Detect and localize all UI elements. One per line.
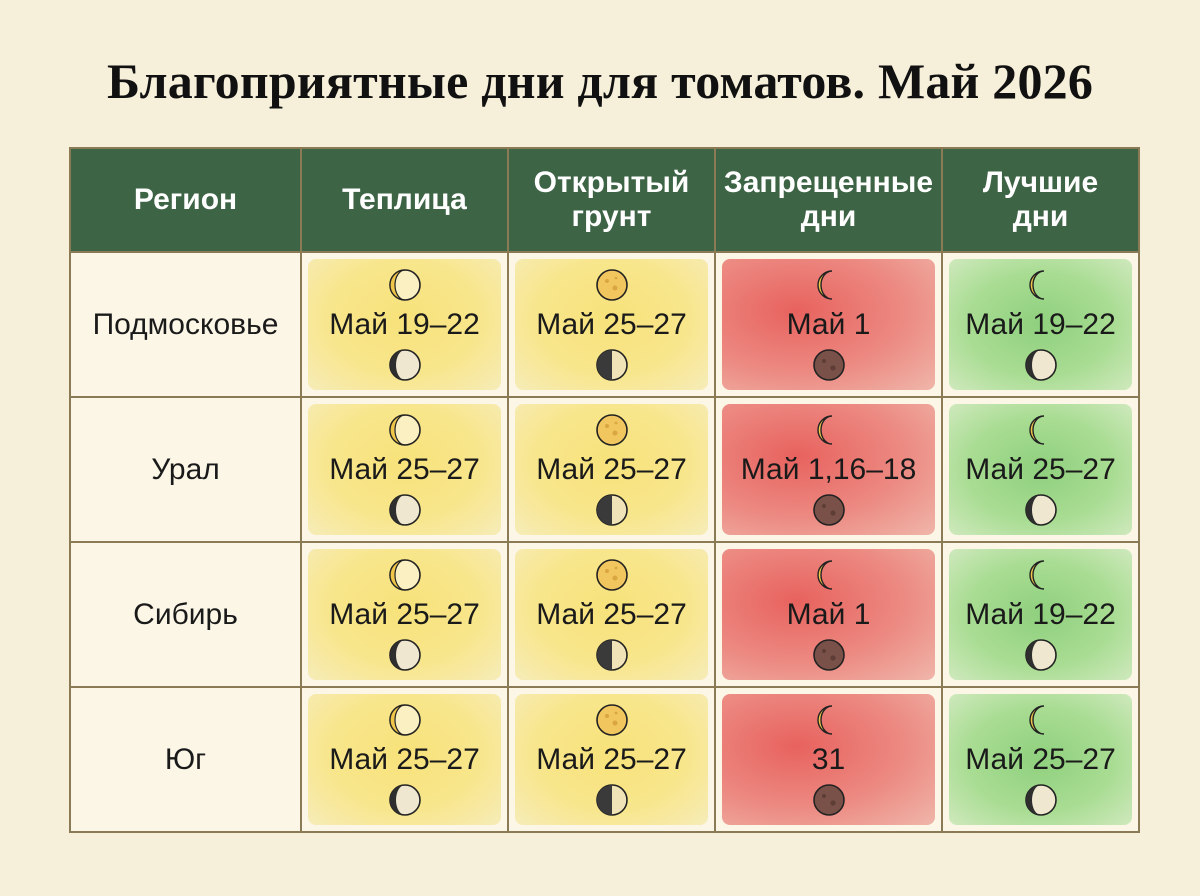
new-moon-icon [812, 493, 845, 526]
open-ground-cell: Май 25–27 [507, 251, 716, 398]
waning-crescent-icon [388, 348, 421, 381]
crescent-icon [1028, 704, 1044, 735]
forbidden-cell: 31 [714, 686, 943, 833]
header-open-ground-text: Открытый грунт [533, 166, 690, 233]
date-range: Май 19–22 [329, 307, 480, 341]
table-header-row: Регион Теплица Открытый грунт Запрещенны… [69, 147, 1140, 253]
date-range: Май 25–27 [965, 742, 1116, 776]
forbidden-cell: Май 1 [714, 541, 943, 688]
waning-crescent-icon [1024, 783, 1057, 816]
greenhouse-cell: Май 25–27 [300, 396, 509, 543]
half-moon-icon [595, 638, 628, 671]
tomato-days-table: Регион Теплица Открытый грунт Запрещенны… [69, 147, 1140, 833]
table-row: Урал Май 25–27 Май 25–27 Май 1,16–18 Май 25–… [69, 396, 1140, 543]
table-row: Сибирь Май 25–27 Май 25–27 Май 1 Май 19–22 [69, 541, 1140, 688]
best-cell: Май 19–22 [941, 541, 1140, 688]
crescent-icon [816, 559, 832, 590]
new-moon-icon [812, 783, 845, 816]
waxing-crescent-icon [388, 268, 421, 301]
date-range: Май 1 [786, 597, 871, 631]
header-region: Регион [69, 147, 302, 253]
header-forbidden-text: Запрещенные дни [723, 166, 934, 233]
date-range: Май 19–22 [965, 307, 1116, 341]
table-row: Подмосковье Май 19–22 Май 25–27 Май 1 Май 19… [69, 251, 1140, 398]
header-best: Лучшие дни [941, 147, 1140, 253]
waning-crescent-icon [1024, 348, 1057, 381]
forbidden-cell: Май 1 [714, 251, 943, 398]
waxing-crescent-icon [388, 703, 421, 736]
open-ground-cell: Май 25–27 [507, 396, 716, 543]
date-range: Май 25–27 [536, 597, 687, 631]
date-range: Май 1,16–18 [740, 452, 917, 486]
region-cell: Подмосковье [69, 251, 302, 398]
region-cell: Сибирь [69, 541, 302, 688]
header-greenhouse: Теплица [300, 147, 509, 253]
date-range: Май 1 [786, 307, 871, 341]
date-range: 31 [811, 742, 846, 776]
half-moon-icon [595, 783, 628, 816]
date-range: Май 25–27 [329, 452, 480, 486]
date-range: Май 19–22 [965, 597, 1116, 631]
best-cell: Май 19–22 [941, 251, 1140, 398]
full-moon-icon [595, 268, 628, 301]
crescent-icon [1028, 414, 1044, 445]
greenhouse-cell: Май 19–22 [300, 251, 509, 398]
table-row: Юг Май 25–27 Май 25–27 31 Май 25–27 [69, 686, 1140, 833]
date-range: Май 25–27 [536, 452, 687, 486]
waning-crescent-icon [388, 493, 421, 526]
crescent-icon [1028, 559, 1044, 590]
waning-crescent-icon [388, 638, 421, 671]
crescent-icon [816, 414, 832, 445]
waning-crescent-icon [388, 783, 421, 816]
header-best-text: Лучшие дни [982, 166, 1099, 233]
date-range: Май 25–27 [329, 597, 480, 631]
page-title: Благоприятные дни для томатов. Май 2026 [106, 53, 1094, 109]
full-moon-icon [595, 703, 628, 736]
new-moon-icon [812, 638, 845, 671]
open-ground-cell: Май 25–27 [507, 686, 716, 833]
header-forbidden: Запрещенные дни [714, 147, 943, 253]
forbidden-cell: Май 1,16–18 [714, 396, 943, 543]
header-open-ground: Открытый грунт [507, 147, 716, 253]
new-moon-icon [812, 348, 845, 381]
waning-crescent-icon [1024, 638, 1057, 671]
crescent-icon [1028, 269, 1044, 300]
best-cell: Май 25–27 [941, 396, 1140, 543]
half-moon-icon [595, 493, 628, 526]
greenhouse-cell: Май 25–27 [300, 686, 509, 833]
waxing-crescent-icon [388, 558, 421, 591]
greenhouse-cell: Май 25–27 [300, 541, 509, 688]
region-cell: Урал [69, 396, 302, 543]
full-moon-icon [595, 413, 628, 446]
region-cell: Юг [69, 686, 302, 833]
date-range: Май 25–27 [965, 452, 1116, 486]
crescent-icon [816, 704, 832, 735]
date-range: Май 25–27 [536, 742, 687, 776]
waxing-crescent-icon [388, 413, 421, 446]
date-range: Май 25–27 [329, 742, 480, 776]
best-cell: Май 25–27 [941, 686, 1140, 833]
open-ground-cell: Май 25–27 [507, 541, 716, 688]
waning-crescent-icon [1024, 493, 1057, 526]
half-moon-icon [595, 348, 628, 381]
full-moon-icon [595, 558, 628, 591]
crescent-icon [816, 269, 832, 300]
date-range: Май 25–27 [536, 307, 687, 341]
